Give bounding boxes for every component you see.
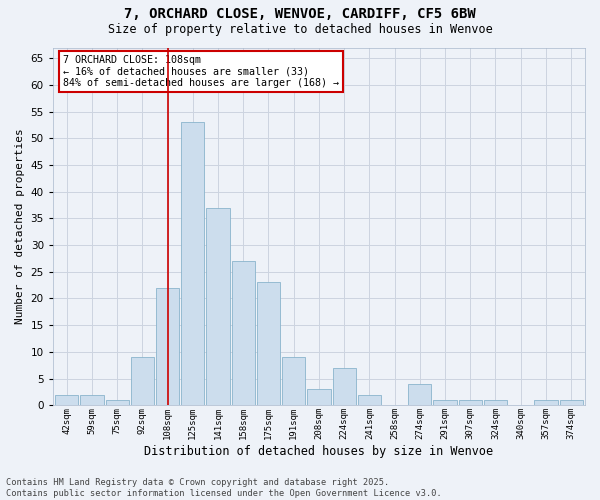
Bar bbox=[181, 122, 205, 406]
Bar bbox=[458, 400, 482, 406]
Bar bbox=[55, 394, 79, 406]
Y-axis label: Number of detached properties: Number of detached properties bbox=[15, 128, 25, 324]
Bar bbox=[257, 282, 280, 406]
Bar bbox=[156, 288, 179, 406]
Text: 7 ORCHARD CLOSE: 108sqm
← 16% of detached houses are smaller (33)
84% of semi-de: 7 ORCHARD CLOSE: 108sqm ← 16% of detache… bbox=[64, 54, 340, 88]
Bar bbox=[106, 400, 129, 406]
Bar bbox=[206, 208, 230, 406]
Text: Size of property relative to detached houses in Wenvoe: Size of property relative to detached ho… bbox=[107, 22, 493, 36]
Bar bbox=[358, 394, 381, 406]
Text: Contains HM Land Registry data © Crown copyright and database right 2025.
Contai: Contains HM Land Registry data © Crown c… bbox=[6, 478, 442, 498]
Bar bbox=[332, 368, 356, 406]
Bar bbox=[560, 400, 583, 406]
Bar bbox=[433, 400, 457, 406]
X-axis label: Distribution of detached houses by size in Wenvoe: Distribution of detached houses by size … bbox=[145, 444, 493, 458]
Bar bbox=[282, 357, 305, 406]
Bar bbox=[535, 400, 557, 406]
Bar bbox=[484, 400, 507, 406]
Text: 7, ORCHARD CLOSE, WENVOE, CARDIFF, CF5 6BW: 7, ORCHARD CLOSE, WENVOE, CARDIFF, CF5 6… bbox=[124, 8, 476, 22]
Bar bbox=[408, 384, 431, 406]
Bar bbox=[232, 261, 255, 406]
Bar bbox=[80, 394, 104, 406]
Bar bbox=[131, 357, 154, 406]
Bar bbox=[307, 390, 331, 406]
